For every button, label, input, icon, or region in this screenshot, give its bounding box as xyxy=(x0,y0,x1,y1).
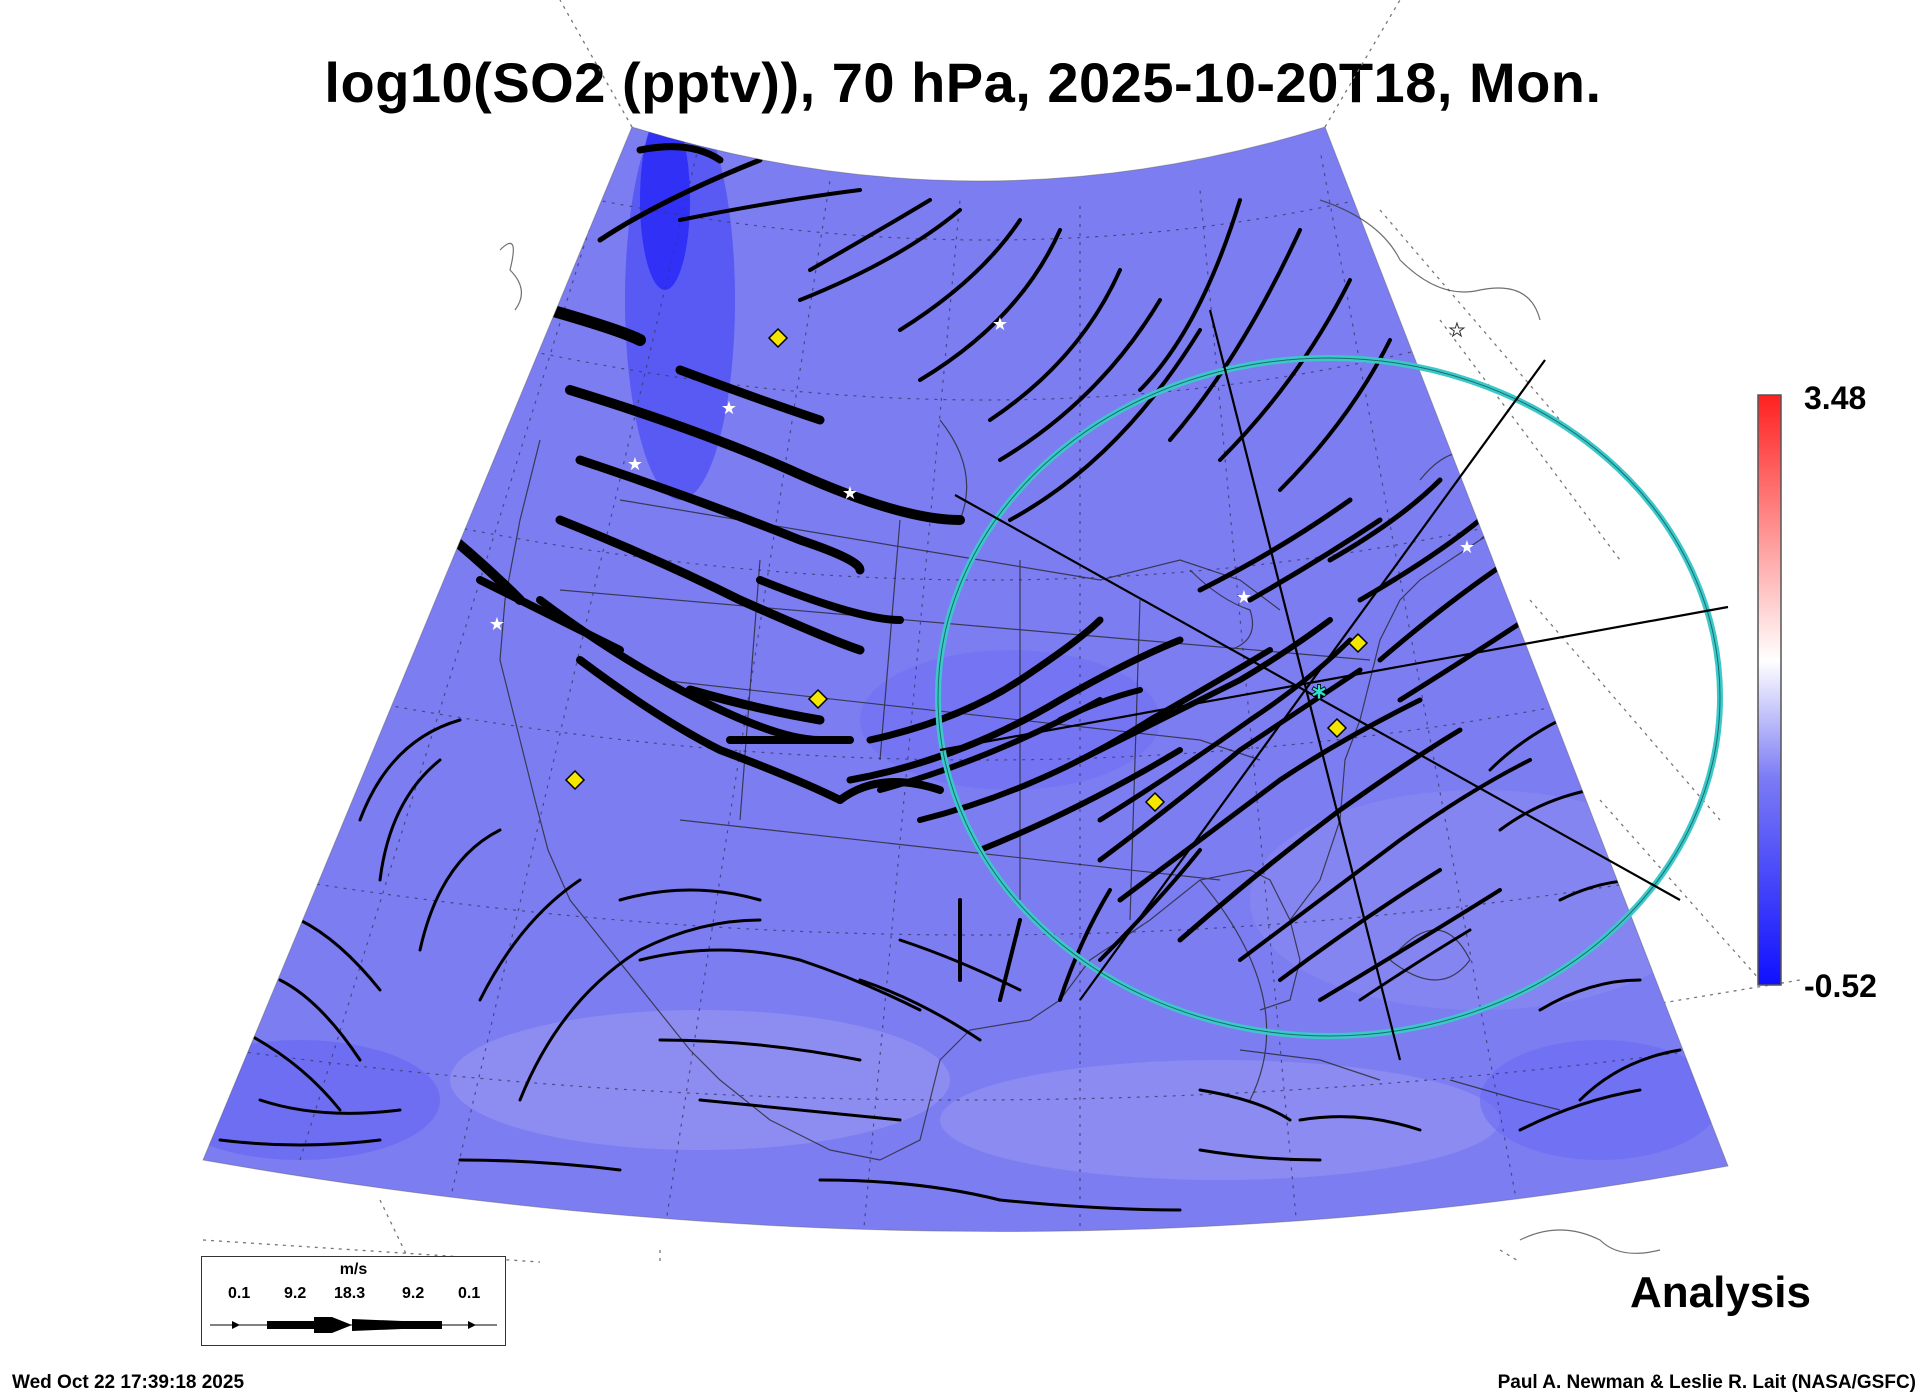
cross-section-lines xyxy=(939,309,1729,1061)
footer-credit: Paul A. Newman & Leslie R. Lait (NASA/GS… xyxy=(1497,1372,1916,1393)
legend-value: 18.3 xyxy=(334,1285,366,1302)
white-star-icon: ★ xyxy=(992,314,1008,335)
white-star-icon: ★ xyxy=(1459,537,1475,558)
colorbar xyxy=(1757,394,1782,986)
legend-value: 0.1 xyxy=(458,1285,481,1302)
white-star-icon: ★ xyxy=(627,454,643,475)
white-star-icon: ★ xyxy=(721,398,737,419)
map-title: log10(SO2 (pptv)), 70 hPa, 2025-10-20T18… xyxy=(324,51,1602,114)
white-star-icon: ★ xyxy=(1449,320,1465,341)
colorbar-min-label: -0.52 xyxy=(1804,968,1877,1004)
legend-arrow-scale xyxy=(210,1317,497,1333)
legend-value: 0.1 xyxy=(228,1285,251,1302)
cyan-center-star-icon: ✱ xyxy=(1311,680,1328,704)
colorbar-max-label: 3.48 xyxy=(1804,380,1867,416)
wind-speed-legend: m/s 0.1 9.2 18.3 9.2 0.1 xyxy=(201,1256,506,1346)
yellow-diamond-icon xyxy=(1326,717,1348,739)
yellow-diamond-icon xyxy=(564,769,586,791)
yellow-diamond-icon xyxy=(807,688,829,710)
white-star-icon: ★ xyxy=(842,483,858,504)
legend-unit: m/s xyxy=(339,1261,368,1278)
analysis-label: Analysis xyxy=(1630,1268,1811,1317)
white-star-icon: ★ xyxy=(489,614,505,635)
yellow-diamond-icon xyxy=(767,327,789,349)
white-star-icon: ★ xyxy=(1236,587,1252,608)
yellow-diamond-icon xyxy=(1144,791,1166,813)
legend-value: 9.2 xyxy=(402,1285,425,1302)
white-star-markers: ★ ★ ★ ★ ★ ★ ★ ★ xyxy=(489,314,1475,635)
range-ring xyxy=(935,355,1723,1039)
outside-coastline xyxy=(499,199,1661,1254)
yellow-diamond-icon xyxy=(1347,632,1369,654)
footer-timestamp: Wed Oct 22 17:39:18 2025 xyxy=(12,1372,245,1393)
yellow-diamond-markers xyxy=(564,327,1369,813)
legend-value: 9.2 xyxy=(284,1285,307,1302)
so2-field xyxy=(203,127,1728,1232)
